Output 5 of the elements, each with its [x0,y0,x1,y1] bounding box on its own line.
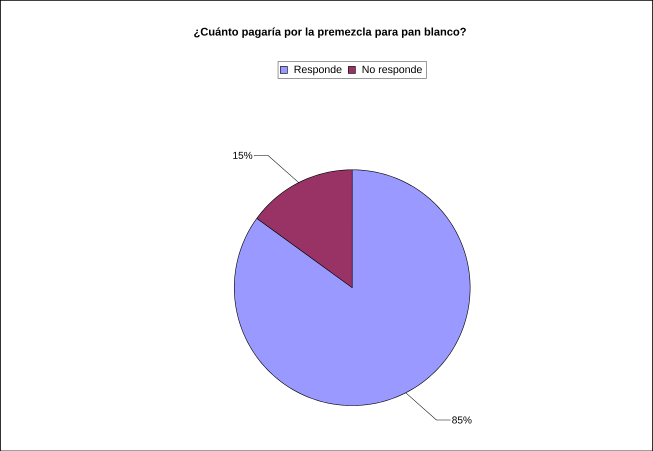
legend-label: No responde [362,65,422,76]
data-label: 85% [452,416,472,424]
legend-label: Responde [294,65,342,76]
chart-title: ¿Cuánto pagaría por la premezcla para pan blanco? [194,27,466,38]
data-label: 15% [233,152,252,159]
